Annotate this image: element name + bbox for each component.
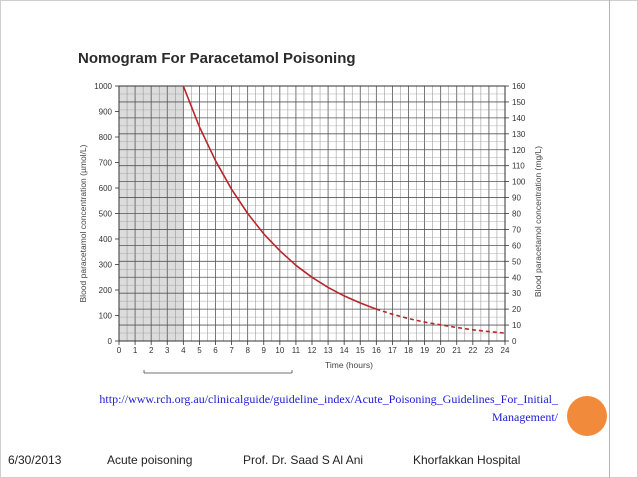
y-right-tick-label: 140 [512,114,526,123]
y-right-tick-label: 110 [512,162,525,171]
x-tick-label: 24 [501,346,510,355]
y-right-tick-label: 30 [512,289,521,298]
y-right-tick-label: 0 [512,337,517,346]
x-tick-label: 2 [149,346,154,355]
treatment-line-solid [182,85,377,310]
x-tick-label: 7 [229,346,234,355]
y-left-tick-label: 500 [99,210,113,219]
x-tick-label: 4 [181,346,186,355]
footer-hospital: Khorfakkan Hospital [413,453,521,467]
y-right-tick-label: 50 [512,257,521,266]
x-tick-label: 6 [213,346,218,355]
y-right-tick-label: 10 [512,321,521,330]
y-left-tick-label: 200 [99,286,113,295]
x-tick-label: 19 [420,346,429,355]
orange-circle-decoration [567,396,607,436]
x-tick-label: 21 [452,346,461,355]
x-tick-label: 10 [275,346,284,355]
x-tick-label: 18 [404,346,413,355]
y-right-tick-label: 20 [512,305,521,314]
y-left-tick-label: 900 [99,108,113,117]
y-left-tick-label: 800 [99,133,113,142]
y-right-tick-label: 60 [512,241,521,250]
x-tick-label: 5 [197,346,202,355]
y-left-tick-label: 0 [108,337,113,346]
y-left-axis-label: Blood paracetamol concentration (µmol/L) [78,144,88,302]
x-tick-label: 3 [165,346,170,355]
y-right-tick-label: 80 [512,210,521,219]
x-tick-label: 11 [292,346,301,355]
chart-title: Nomogram For Paracetamol Poisoning [78,50,356,67]
x-tick-label: 17 [388,346,397,355]
y-left-tick-label: 1000 [94,82,112,91]
right-accent-rule [609,0,610,478]
y-left-tick-label: 700 [99,159,113,168]
x-tick-label: 1 [133,346,138,355]
x-tick-label: 12 [308,346,317,355]
x-tick-label: 0 [117,346,122,355]
x-tick-label: 9 [262,346,267,355]
source-link[interactable]: http://www.rch.org.au/clinicalguide/guid… [99,392,558,424]
y-right-tick-label: 70 [512,225,521,234]
x-tick-label: 13 [324,346,333,355]
y-right-tick-label: 130 [512,130,526,139]
y-right-tick-label: 160 [512,82,526,91]
x-tick-label: 22 [468,346,477,355]
footer-date: 6/30/2013 [8,453,62,467]
y-right-tick-label: 150 [512,98,526,107]
y-left-tick-label: 400 [99,235,113,244]
y-right-tick-label: 40 [512,273,521,282]
x-axis-label: Time (hours) [325,360,373,370]
y-left-tick-label: 600 [99,184,113,193]
x-tick-label: 16 [372,346,381,355]
footer-author: Prof. Dr. Saad S Al Ani [243,453,364,467]
y-left-tick-label: 300 [99,261,113,270]
y-right-tick-label: 100 [512,178,526,187]
x-tick-label: 14 [340,346,349,355]
y-left-tick-label: 100 [99,312,113,321]
x-tick-label: 15 [356,346,365,355]
y-right-axis-label: Blood paracetamol concentration (mg/L) [533,146,543,297]
x-tick-label: 23 [484,346,493,355]
y-right-tick-label: 120 [512,146,526,155]
x-tick-label: 8 [245,346,250,355]
treatment-line-dashed [376,308,506,334]
x-tick-label: 20 [436,346,445,355]
y-right-tick-label: 90 [512,194,521,203]
footer-topic: Acute poisoning [107,453,193,467]
